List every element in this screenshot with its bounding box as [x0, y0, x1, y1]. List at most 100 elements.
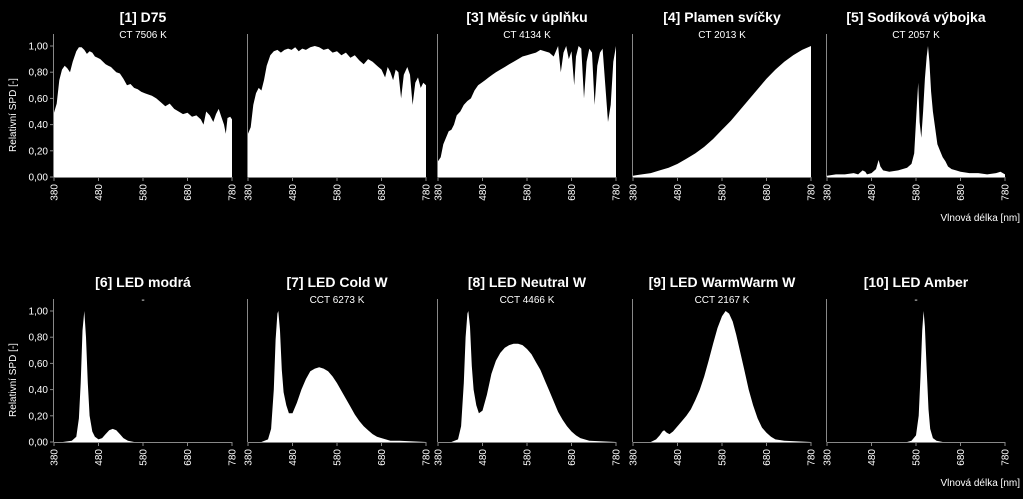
panel-subtitle: CCT 4466 K	[500, 295, 555, 306]
x-tick-label: 680	[377, 449, 388, 466]
panel-subtitle: CT 7506 K	[119, 30, 167, 41]
x-tick-label: 480	[288, 184, 299, 201]
x-tick-label: 380	[50, 449, 61, 466]
x-tick-label: 580	[333, 449, 344, 466]
x-axis-label-top: Vlnová délka [nm]	[941, 213, 1021, 224]
x-tick-label: 380	[50, 184, 61, 201]
y-tick-label: 1,00	[29, 42, 49, 53]
x-tick-label: 580	[139, 184, 150, 201]
x-tick-label: 480	[478, 184, 489, 201]
y-tick-label: 1,00	[29, 307, 49, 318]
x-tick-label: 580	[523, 184, 534, 201]
x-tick-label: 380	[244, 184, 255, 201]
x-tick-label: 380	[629, 449, 640, 466]
y-tick-label: 0,80	[29, 68, 49, 79]
x-tick-label: 680	[377, 184, 388, 201]
x-tick-label: 780	[1001, 184, 1012, 201]
x-tick-label: 780	[422, 184, 433, 201]
spectrum-area	[54, 311, 232, 442]
panel-title: [5] Sodíková výbojka	[846, 9, 985, 25]
chart-panel-8: 380 480 580 680 780 [8] LED Neutral W CCT 4466…	[434, 274, 623, 466]
x-tick-label: 680	[567, 449, 578, 466]
x-tick-label: 580	[333, 184, 344, 201]
x-tick-label: 580	[718, 449, 729, 466]
x-tick-label: 680	[183, 449, 194, 466]
panel-subtitle: CCT 2167 K	[695, 295, 750, 306]
x-tick-label: 680	[567, 184, 578, 201]
panel-title: [10] LED Amber	[864, 274, 969, 290]
x-tick-label: 380	[823, 184, 834, 201]
y-tick-label: 0,20	[29, 146, 49, 157]
panel-title: [8] LED Neutral W	[468, 274, 587, 290]
spectrum-area	[633, 311, 811, 442]
x-tick-label: 380	[629, 184, 640, 201]
x-tick-label: 580	[912, 449, 923, 466]
chart-panel-10: 380 480 580 680 780 [10] LED Amber -	[823, 274, 1012, 466]
x-tick-label: 680	[956, 449, 967, 466]
spectrum-area	[248, 46, 426, 177]
x-tick-label: 580	[523, 449, 534, 466]
y-tick-label: 0,60	[29, 359, 49, 370]
x-tick-label: 580	[139, 449, 150, 466]
chart-panel-4: 380 480 580 680 780 [4] Plamen svíčky CT 2013 …	[629, 9, 818, 201]
x-tick-label: 580	[718, 184, 729, 201]
y-axis-label-bottom: Relativní SPD [-]	[8, 343, 19, 417]
chart-panel-3: 380 480 580 680 780 [3] Měsíc v úplňku CT 4134…	[434, 9, 623, 201]
x-tick-label: 780	[612, 184, 623, 201]
spectrum-area	[248, 311, 426, 442]
x-tick-label: 480	[673, 449, 684, 466]
spectrum-area	[438, 46, 616, 177]
x-tick-label: 380	[244, 449, 255, 466]
x-tick-label: 780	[228, 184, 239, 201]
x-tick-label: 380	[434, 184, 445, 201]
panel-subtitle: CT 4134 K	[503, 30, 551, 41]
x-tick-label: 780	[612, 449, 623, 466]
y-tick-label: 0,40	[29, 120, 49, 131]
y-axis-label-top: Relativní SPD [-]	[8, 78, 19, 152]
y-tick-label: 0,80	[29, 333, 49, 344]
y-tick-label: 0,20	[29, 411, 49, 422]
x-tick-label: 680	[762, 184, 773, 201]
x-tick-label: 480	[673, 184, 684, 201]
x-tick-label: 780	[807, 184, 818, 201]
panel-subtitle: CT 2057 K	[892, 30, 940, 41]
y-tick-label: 0,00	[29, 173, 49, 184]
panel-title: [3] Měsíc v úplňku	[466, 9, 587, 25]
panel-subtitle: CT 2013 K	[698, 30, 746, 41]
chart-panel-2: 380 480 580 680 780	[244, 34, 433, 201]
y-tick-label: 0,60	[29, 94, 49, 105]
panel-subtitle: -	[914, 295, 917, 306]
x-tick-label: 480	[867, 449, 878, 466]
x-tick-label: 780	[422, 449, 433, 466]
chart-panel-7: 380 480 580 680 780 [7] LED Cold W CCT 6273 K	[244, 274, 433, 466]
x-tick-label: 480	[478, 449, 489, 466]
x-tick-label: 380	[823, 449, 834, 466]
x-tick-label: 680	[762, 449, 773, 466]
panel-title: [6] LED modrá	[95, 274, 191, 290]
x-tick-label: 580	[912, 184, 923, 201]
chart-panel-9: 380 480 580 680 780 [9] LED WarmWarm W CCT 216…	[629, 274, 818, 466]
y-tick-label: 0,00	[29, 438, 49, 449]
x-tick-label: 480	[867, 184, 878, 201]
x-tick-label: 480	[288, 449, 299, 466]
panel-title: [9] LED WarmWarm W	[649, 274, 797, 290]
x-tick-label: 780	[1001, 449, 1012, 466]
chart-panel-6: 380 480 580 680 780 0,00 0,20 0,40 0,60 0,80 1,00 […	[29, 274, 239, 466]
x-tick-label: 680	[956, 184, 967, 201]
spectrum-area	[827, 311, 1005, 442]
x-tick-label: 780	[807, 449, 818, 466]
y-tick-label: 0,40	[29, 385, 49, 396]
x-axis-label-bottom: Vlnová délka [nm]	[941, 478, 1021, 489]
x-tick-label: 780	[228, 449, 239, 466]
chart-panel-5: 380 480 580 680 780 [5] Sodíková výbojka CT 20…	[823, 9, 1012, 201]
chart-panel-1: 380 480 580 680 780 0,00 0,20 0,40 0,60 0,80 1,00 […	[29, 9, 239, 201]
x-tick-label: 480	[94, 449, 105, 466]
spectrum-area	[438, 311, 616, 442]
panel-subtitle: CCT 6273 K	[310, 295, 365, 306]
panel-title: [1] D75	[120, 9, 167, 25]
x-tick-label: 680	[183, 184, 194, 201]
x-tick-label: 480	[94, 184, 105, 201]
spectrum-area	[827, 46, 1005, 177]
x-tick-label: 380	[434, 449, 445, 466]
